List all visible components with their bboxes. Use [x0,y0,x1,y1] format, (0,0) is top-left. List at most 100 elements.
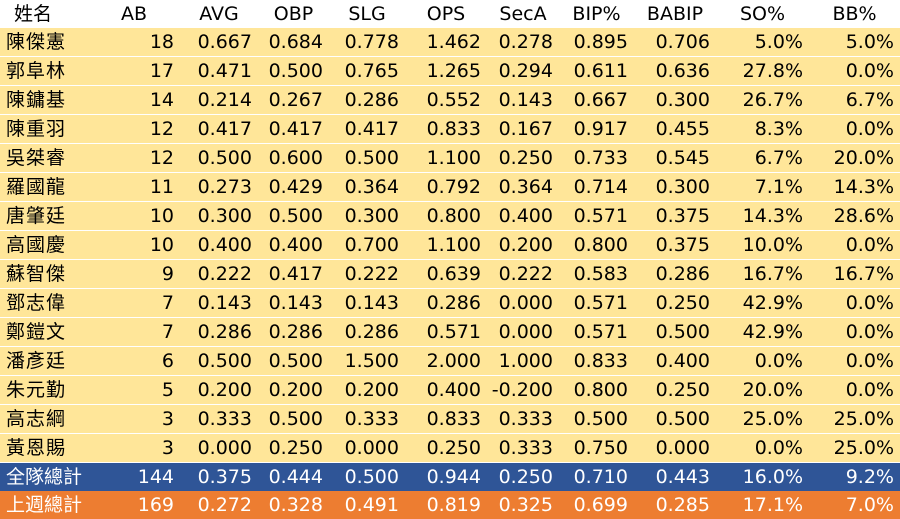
player-name-cell: 鄧志偉 [0,288,88,318]
stat-cell-seca: 0.333 [487,433,559,463]
stat-cell-obp: 0.143 [258,288,329,318]
stat-cell-ops: 1.265 [405,56,487,86]
stat-cell-avg: 0.143 [180,288,258,318]
stat-cell-obp: 0.500 [258,56,329,86]
total-cell-so-pct: 17.1% [742,494,803,516]
total-cell-bb-pct: 9.2% [845,466,894,488]
table-row: 羅國龍 11 0.273 0.429 0.364 0.792 0.364 0.714 0.300… [0,172,900,202]
stat-cell-ab: 12 [88,143,180,173]
stat-cell-avg: 0.214 [180,85,258,115]
player-name-cell: 陳鏞基 [0,85,88,115]
stat-cell-bip-pct: 0.750 [559,433,634,463]
stat-cell-obp: 0.684 [258,28,329,57]
table-row: 蘇智傑 9 0.222 0.417 0.222 0.639 0.222 0.583 0.286 1… [0,259,900,289]
stat-cell-babip: 0.375 [634,201,716,231]
total-cell-avg: 0.272 [197,494,252,516]
stat-cell-ab: 18 [88,28,180,57]
total-cell-ab: 169 [137,494,174,516]
stat-cell-bb-pct: 0.0% [809,114,900,144]
table-row: 潘彥廷 6 0.500 0.500 1.500 2.000 1.000 0.833 0.400 0… [0,346,900,376]
stat-cell-bb-pct: 0.0% [809,288,900,318]
stat-cell-bip-pct: 0.833 [559,346,634,376]
stat-cell-bip-pct: 0.571 [559,288,634,318]
column-header-slg: SLG [348,3,386,25]
column-header-seca: SecA [499,3,547,25]
stat-cell-slg: 0.765 [329,56,405,86]
stat-cell-avg: 0.400 [180,230,258,260]
stat-cell-bip-pct: 0.583 [559,259,634,289]
stat-cell-ops: 0.552 [405,85,487,115]
stat-cell-seca: 0.333 [487,404,559,434]
stat-cell-avg: 0.200 [180,375,258,405]
stat-cell-bip-pct: 0.733 [559,143,634,173]
total-cell-seca: 0.325 [498,494,553,516]
stat-cell-ab: 17 [88,56,180,86]
stat-cell-obp: 0.429 [258,172,329,202]
stat-cell-bb-pct: 16.7% [809,259,900,289]
stat-cell-seca: 1.000 [487,346,559,376]
stat-cell-slg: 1.500 [329,346,405,376]
stat-cell-babip: 0.000 [634,433,716,463]
stat-cell-bb-pct: 20.0% [809,143,900,173]
stat-cell-bip-pct: 0.571 [559,317,634,347]
stat-cell-so-pct: 5.0% [716,28,809,57]
stat-cell-ops: 0.571 [405,317,487,347]
stat-cell-babip: 0.250 [634,375,716,405]
stat-cell-slg: 0.222 [329,259,405,289]
column-header-name: 姓名 [14,3,53,25]
table-row: 陳傑憲 18 0.667 0.684 0.778 1.462 0.278 0.895 0.706… [0,28,900,57]
stat-cell-so-pct: 42.9% [716,317,809,347]
player-name-cell: 鄭鎧文 [0,317,88,347]
stat-cell-babip: 0.400 [634,346,716,376]
table-row: 高志綱 3 0.333 0.500 0.333 0.833 0.333 0.500 0.500 2… [0,404,900,434]
player-name-cell: 郭阜林 [0,56,88,86]
table-row: 吳桀睿 12 0.500 0.600 0.500 1.100 0.250 0.733 0.545… [0,143,900,173]
stat-cell-obp: 0.500 [258,404,329,434]
stat-cell-babip: 0.300 [634,85,716,115]
stat-cell-slg: 0.700 [329,230,405,260]
player-name-cell: 潘彥廷 [0,346,88,376]
stat-cell-ab: 12 [88,114,180,144]
stat-cell-babip: 0.250 [634,288,716,318]
stat-cell-avg: 0.667 [180,28,258,57]
total-cell-slg: 0.500 [344,466,399,488]
stat-cell-avg: 0.417 [180,114,258,144]
stat-cell-ops: 2.000 [405,346,487,376]
total-cell-ops: 0.944 [426,466,481,488]
stat-cell-babip: 0.545 [634,143,716,173]
stat-cell-bb-pct: 25.0% [809,404,900,434]
stat-cell-slg: 0.500 [329,143,405,173]
stat-cell-so-pct: 20.0% [716,375,809,405]
stat-cell-bb-pct: 0.0% [809,230,900,260]
stat-cell-ab: 3 [88,433,180,463]
stat-cell-seca: 0.250 [487,143,559,173]
stat-cell-slg: 0.300 [329,201,405,231]
stat-cell-babip: 0.500 [634,317,716,347]
stat-cell-so-pct: 42.9% [716,288,809,318]
total-cell-obp: 0.328 [268,494,323,516]
stat-cell-ops: 1.462 [405,28,487,57]
stat-cell-ops: 0.792 [405,172,487,202]
stat-cell-seca: 0.294 [487,56,559,86]
stat-cell-so-pct: 26.7% [716,85,809,115]
table-row: 鄧志偉 7 0.143 0.143 0.143 0.286 0.000 0.571 0.250 4… [0,288,900,318]
table-row: 郭阜林 17 0.471 0.500 0.765 1.265 0.294 0.611 0.636… [0,56,900,86]
total-cell-avg: 0.375 [197,466,252,488]
stat-cell-babip: 0.706 [634,28,716,57]
stat-cell-seca: 0.200 [487,230,559,260]
stat-cell-ab: 7 [88,317,180,347]
stat-cell-obp: 0.400 [258,230,329,260]
stat-cell-obp: 0.500 [258,346,329,376]
stat-cell-bb-pct: 0.0% [809,56,900,86]
table-body: 陳傑憲 18 0.667 0.684 0.778 1.462 0.278 0.895 0.706… [0,28,900,519]
stat-cell-seca: 0.167 [487,114,559,144]
stat-cell-babip: 0.636 [634,56,716,86]
total-cell-bip-pct: 0.710 [573,466,628,488]
stat-cell-bip-pct: 0.895 [559,28,634,57]
stat-cell-slg: 0.286 [329,85,405,115]
stat-cell-bip-pct: 0.667 [559,85,634,115]
stat-cell-avg: 0.500 [180,143,258,173]
total-label-cell: 全隊總計 [6,466,83,488]
stat-cell-avg: 0.471 [180,56,258,86]
player-name-cell: 高國慶 [0,230,88,260]
